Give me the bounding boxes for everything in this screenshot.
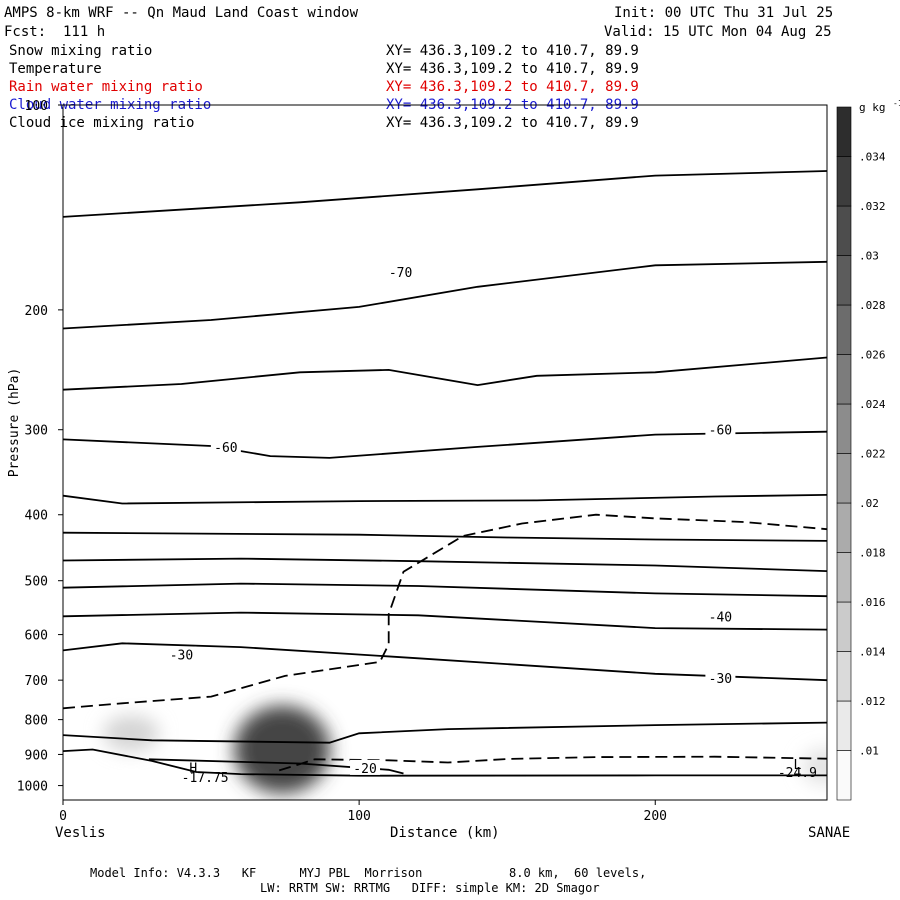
- cloud-ice-blob-small: [103, 715, 160, 752]
- right-endpoint-label: SANAE: [808, 825, 851, 841]
- extremum-marker: -17.75: [182, 771, 229, 786]
- y-tick-label: 100: [25, 99, 48, 114]
- dashed-contour: [63, 513, 827, 710]
- y-tick-label: 700: [25, 674, 48, 689]
- colorbar-tick-label: .028: [859, 299, 886, 312]
- temperature-contour: [63, 557, 827, 572]
- colorbar-tick-label: .026: [859, 349, 886, 362]
- colorbar-tick-label: .01: [859, 745, 879, 758]
- contour-label: -20: [353, 762, 376, 777]
- colorbar-tick-label: .02: [859, 497, 879, 510]
- x-axis-label: Distance (km): [390, 825, 500, 841]
- chart-title: AMPS 8-km WRF -- Qn Maud Land Coast wind…: [4, 5, 359, 21]
- extremum-marker: H: [189, 761, 197, 776]
- y-axis-label: Pressure (hPa): [7, 368, 22, 478]
- colorbar-segment: [836, 651, 852, 702]
- colorbar-tick-label: .032: [859, 200, 886, 213]
- model-physics: LW: RRTM SW: RRTMG DIFF: simple KM: 2D S…: [260, 881, 600, 895]
- temperature-contour: [63, 721, 827, 744]
- extremum-marker: -24.9: [778, 766, 817, 781]
- colorbar-tick-label: .034: [859, 151, 886, 164]
- colorbar-segment: [836, 700, 852, 751]
- y-tick-label: 300: [25, 424, 48, 439]
- y-tick-label: 600: [25, 629, 48, 644]
- x-tick-label: 0: [59, 809, 67, 824]
- temperature-contour: [63, 582, 827, 598]
- contour-label-bg: [210, 438, 241, 454]
- contour-label: -40: [709, 610, 732, 625]
- contour-label: -60: [709, 424, 732, 439]
- colorbar-tick-label: .012: [859, 695, 886, 708]
- colorbar-tick-label: .024: [859, 398, 886, 411]
- temperature-contour: [63, 531, 827, 542]
- field-name: Cloud ice mixing ratio: [9, 115, 195, 131]
- colorbar-segment: [836, 354, 852, 405]
- temperature-contour: [63, 748, 827, 777]
- colorbar-tick-label: .014: [859, 646, 886, 659]
- temperature-contour: [63, 356, 827, 391]
- field-xy-range: XY= 436.3,109.2 to 410.7, 89.9: [386, 43, 639, 59]
- dashed-contour: [278, 755, 827, 772]
- colorbar-segment: [836, 304, 852, 355]
- field-xy-range: XY= 436.3,109.2 to 410.7, 89.9: [386, 79, 639, 95]
- contour-label-bg: [705, 421, 736, 437]
- colorbar-tick-label: .03: [859, 250, 879, 263]
- y-tick-label: 400: [25, 509, 48, 524]
- y-tick-label: 1000: [17, 780, 48, 795]
- colorbar-unit-exponent: -1: [893, 99, 900, 108]
- colorbar-segment: [836, 205, 852, 256]
- y-tick-label: 200: [25, 304, 48, 319]
- colorbar-segment: [836, 552, 852, 603]
- contour-label-bg: [166, 646, 197, 662]
- colorbar-segment: [836, 403, 852, 454]
- colorbar-segment: [836, 255, 852, 306]
- field-name: Rain water mixing ratio: [9, 79, 203, 95]
- colorbar-unit: g kg: [859, 101, 886, 114]
- x-tick-label: 100: [347, 809, 370, 824]
- left-endpoint-label: Veslis: [55, 825, 106, 841]
- colorbar-segment: [836, 156, 852, 207]
- temperature-contour: [63, 170, 827, 218]
- temperature-contour: [63, 260, 827, 330]
- colorbar-tick-label: .018: [859, 547, 886, 560]
- valid-time: Valid: 15 UTC Mon 04 Aug 25: [604, 24, 832, 40]
- contour-label-bg: [705, 670, 736, 686]
- y-tick-label: 500: [25, 575, 48, 590]
- colorbar-segment: [836, 502, 852, 553]
- contour-label: -60: [214, 441, 237, 456]
- forecast-hour: Fcst: 111 h: [4, 24, 106, 40]
- contour-label: -30: [170, 649, 193, 664]
- x-tick-label: 200: [644, 809, 667, 824]
- temperature-contour: [63, 611, 827, 631]
- plot-frame: [62, 104, 828, 801]
- field-xy-range: XY= 436.3,109.2 to 410.7, 89.9: [386, 61, 639, 77]
- contour-label-bg: [350, 759, 381, 775]
- y-tick-label: 800: [25, 714, 48, 729]
- cloud-ice-blob-main: [234, 705, 331, 794]
- field-name: Snow mixing ratio: [9, 43, 153, 59]
- field-xy-range: XY= 436.3,109.2 to 410.7, 89.9: [386, 115, 639, 131]
- model-info: Model Info: V4.3.3 KF MYJ PBL Morrison 8…: [90, 866, 647, 880]
- init-time: Init: 00 UTC Thu 31 Jul 25: [614, 5, 834, 21]
- contour-label-bg: [705, 608, 736, 624]
- temperature-contour: [63, 494, 827, 505]
- temperature-contour: [63, 642, 827, 682]
- colorbar-tick-label: .022: [859, 448, 886, 461]
- colorbar-segment: [836, 601, 852, 652]
- colorbar-segment: [836, 750, 852, 801]
- y-tick-label: 900: [25, 748, 48, 763]
- contour-label-bg: [385, 264, 416, 280]
- colorbar-segment: [836, 106, 852, 157]
- temperature-contour: [148, 758, 404, 775]
- field-name: Temperature: [9, 61, 102, 77]
- extremum-marker: L: [793, 758, 801, 773]
- colorbar-tick-label: .016: [859, 596, 886, 609]
- contour-label: -30: [709, 672, 732, 687]
- contour-label: -70: [389, 266, 412, 281]
- colorbar-segment: [836, 453, 852, 504]
